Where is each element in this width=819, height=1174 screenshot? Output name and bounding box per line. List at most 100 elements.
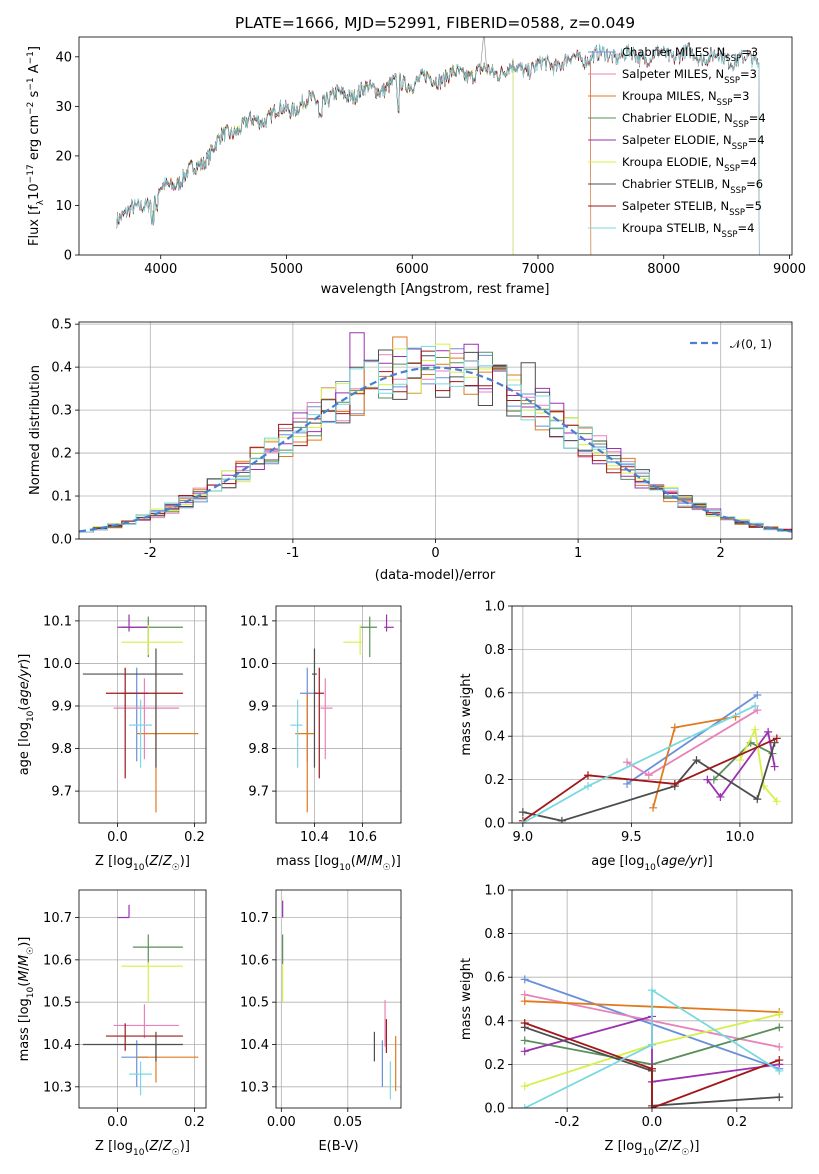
weight-point-marker <box>648 986 656 995</box>
label-part: Z [log <box>605 1139 643 1154</box>
legend-entry: Chabrier ELODIE, NSSP=4 <box>622 111 766 130</box>
mass_vs_Z-marks <box>82 904 199 1096</box>
y-tick-label: 10.7 <box>43 911 72 926</box>
legend-subscript: SSP <box>722 230 738 240</box>
y-tick-label: 40 <box>55 50 72 65</box>
x-tick-label: 8000 <box>647 262 680 277</box>
x-tick-label: 0.0 <box>107 1115 128 1130</box>
x-tick-label: -2 <box>144 546 157 561</box>
x-tick-label: 0.00 <box>267 1115 296 1130</box>
legend-text: Salpeter MILES, N <box>622 67 724 81</box>
x-axis-label: Z [log10(Z/Z☉)] <box>605 1139 700 1158</box>
weight-point-marker <box>520 1082 529 1091</box>
weight-point-marker <box>518 819 527 823</box>
weight-point-marker <box>648 1040 656 1049</box>
label-part: A <box>27 64 42 77</box>
label-part: wavelength [Angstrom, rest frame] <box>321 282 550 297</box>
legend-entry: Kroupa STELIB, NSSP=4 <box>622 221 754 240</box>
axes-frame <box>275 889 402 1109</box>
x-tick-label: 4000 <box>144 262 177 277</box>
y-axis-label: mass weight <box>459 673 474 755</box>
x-axis-label: Z [log10(Z/Z☉)] <box>95 854 190 873</box>
y-tick-label: 0.4 <box>484 1014 505 1029</box>
y-axis-label: mass weight <box>459 958 474 1040</box>
label-part: ] <box>27 46 42 51</box>
y-tick-label: 0.2 <box>484 1058 505 1073</box>
axes-frame <box>511 605 793 824</box>
spectrum-line <box>116 49 592 255</box>
legend-text: =4 <box>740 155 757 169</box>
label-part: 10 <box>133 1148 145 1158</box>
label-part: mass weight <box>459 673 474 755</box>
x-axis-label: mass [log10(M/M☉)] <box>276 854 401 873</box>
legend-entry: 𝒩(0, 1) <box>730 337 772 351</box>
label-part: ( <box>17 982 32 987</box>
y-tick-label: 0.6 <box>484 971 505 986</box>
legend-text: Chabrier MILES, N <box>622 45 725 59</box>
y-axis-label: mass [log10(M/M☉)] <box>17 937 36 1062</box>
weight-point-marker <box>520 1018 529 1027</box>
weight-point-marker <box>716 792 725 801</box>
y-tick-label: 9.9 <box>51 699 72 714</box>
legend-subscript: SSP <box>730 186 746 196</box>
label-part: −1 <box>26 77 36 90</box>
y-tick-label: 10.5 <box>240 996 269 1011</box>
label-part: / <box>158 854 163 869</box>
x-tick-label: 9000 <box>773 262 806 277</box>
x-tick-label: 0.05 <box>333 1115 362 1130</box>
label-part: )] <box>180 854 190 869</box>
legend-text: =5 <box>745 199 762 213</box>
y-tick-label: 10 <box>55 199 72 214</box>
mass_vs_EBV-marks <box>282 900 397 1100</box>
label-part: )] <box>17 654 32 664</box>
y-tick-label: 0.2 <box>484 773 505 788</box>
axes-frame <box>78 36 793 256</box>
x-tick-label: 0.2 <box>184 830 205 845</box>
weight-point-marker <box>772 797 781 806</box>
weight-point-marker <box>703 775 712 784</box>
spectrum-line <box>148 60 514 255</box>
label-part: Z [log <box>95 1139 133 1154</box>
weight-point-marker <box>520 997 529 1006</box>
axes-frame <box>78 321 793 540</box>
spectrum-line <box>116 43 760 255</box>
x-axis-label: age [log10(age/yr)] <box>591 854 713 873</box>
label-part: s <box>27 90 42 101</box>
y-tick-label: 10.0 <box>240 657 269 672</box>
gaussian-curve <box>79 366 792 533</box>
x-tick-label: 0.2 <box>727 1115 748 1130</box>
weight-point-marker <box>775 1093 784 1102</box>
label-part: 10 <box>26 710 36 722</box>
x-tick-label: -0.2 <box>554 1115 579 1130</box>
y-tick-label: 0.0 <box>484 1102 505 1117</box>
weight-point-marker <box>644 771 653 780</box>
label-part: M <box>17 955 32 966</box>
weight-point-marker <box>775 1056 784 1065</box>
label-part: erg cm <box>27 115 42 164</box>
y-tick-label: 0.8 <box>484 643 505 658</box>
label-part: −1 <box>26 51 36 64</box>
legend-text: =3 <box>740 67 757 81</box>
weight-line <box>739 726 778 802</box>
label-part: / <box>17 965 32 970</box>
label-part: / <box>668 1139 673 1154</box>
legend-text: =4 <box>737 221 754 235</box>
y-tick-label: 10.7 <box>240 911 269 926</box>
legend-entry: Chabrier MILES, NSSP=3 <box>622 45 758 64</box>
label-part: ( <box>144 1139 149 1154</box>
label-part: ☉ <box>172 1148 180 1158</box>
x-tick-label: 5000 <box>270 262 303 277</box>
y-tick-label: 0.6 <box>484 686 505 701</box>
y-axis-label: Normed distribution <box>28 365 43 495</box>
age_vs_mass-marks <box>290 614 394 813</box>
y-tick-label: 1.0 <box>484 884 505 899</box>
label-part: mass [log <box>17 998 32 1061</box>
x-tick-label: 2 <box>717 546 725 561</box>
label-part: Z <box>162 854 173 869</box>
label-part: Z <box>658 1139 669 1154</box>
weight-line <box>524 988 780 1108</box>
x-tick-label: 0 <box>431 546 439 561</box>
y-tick-label: 0.0 <box>484 817 505 832</box>
legend-subscript: SSP <box>725 54 741 64</box>
